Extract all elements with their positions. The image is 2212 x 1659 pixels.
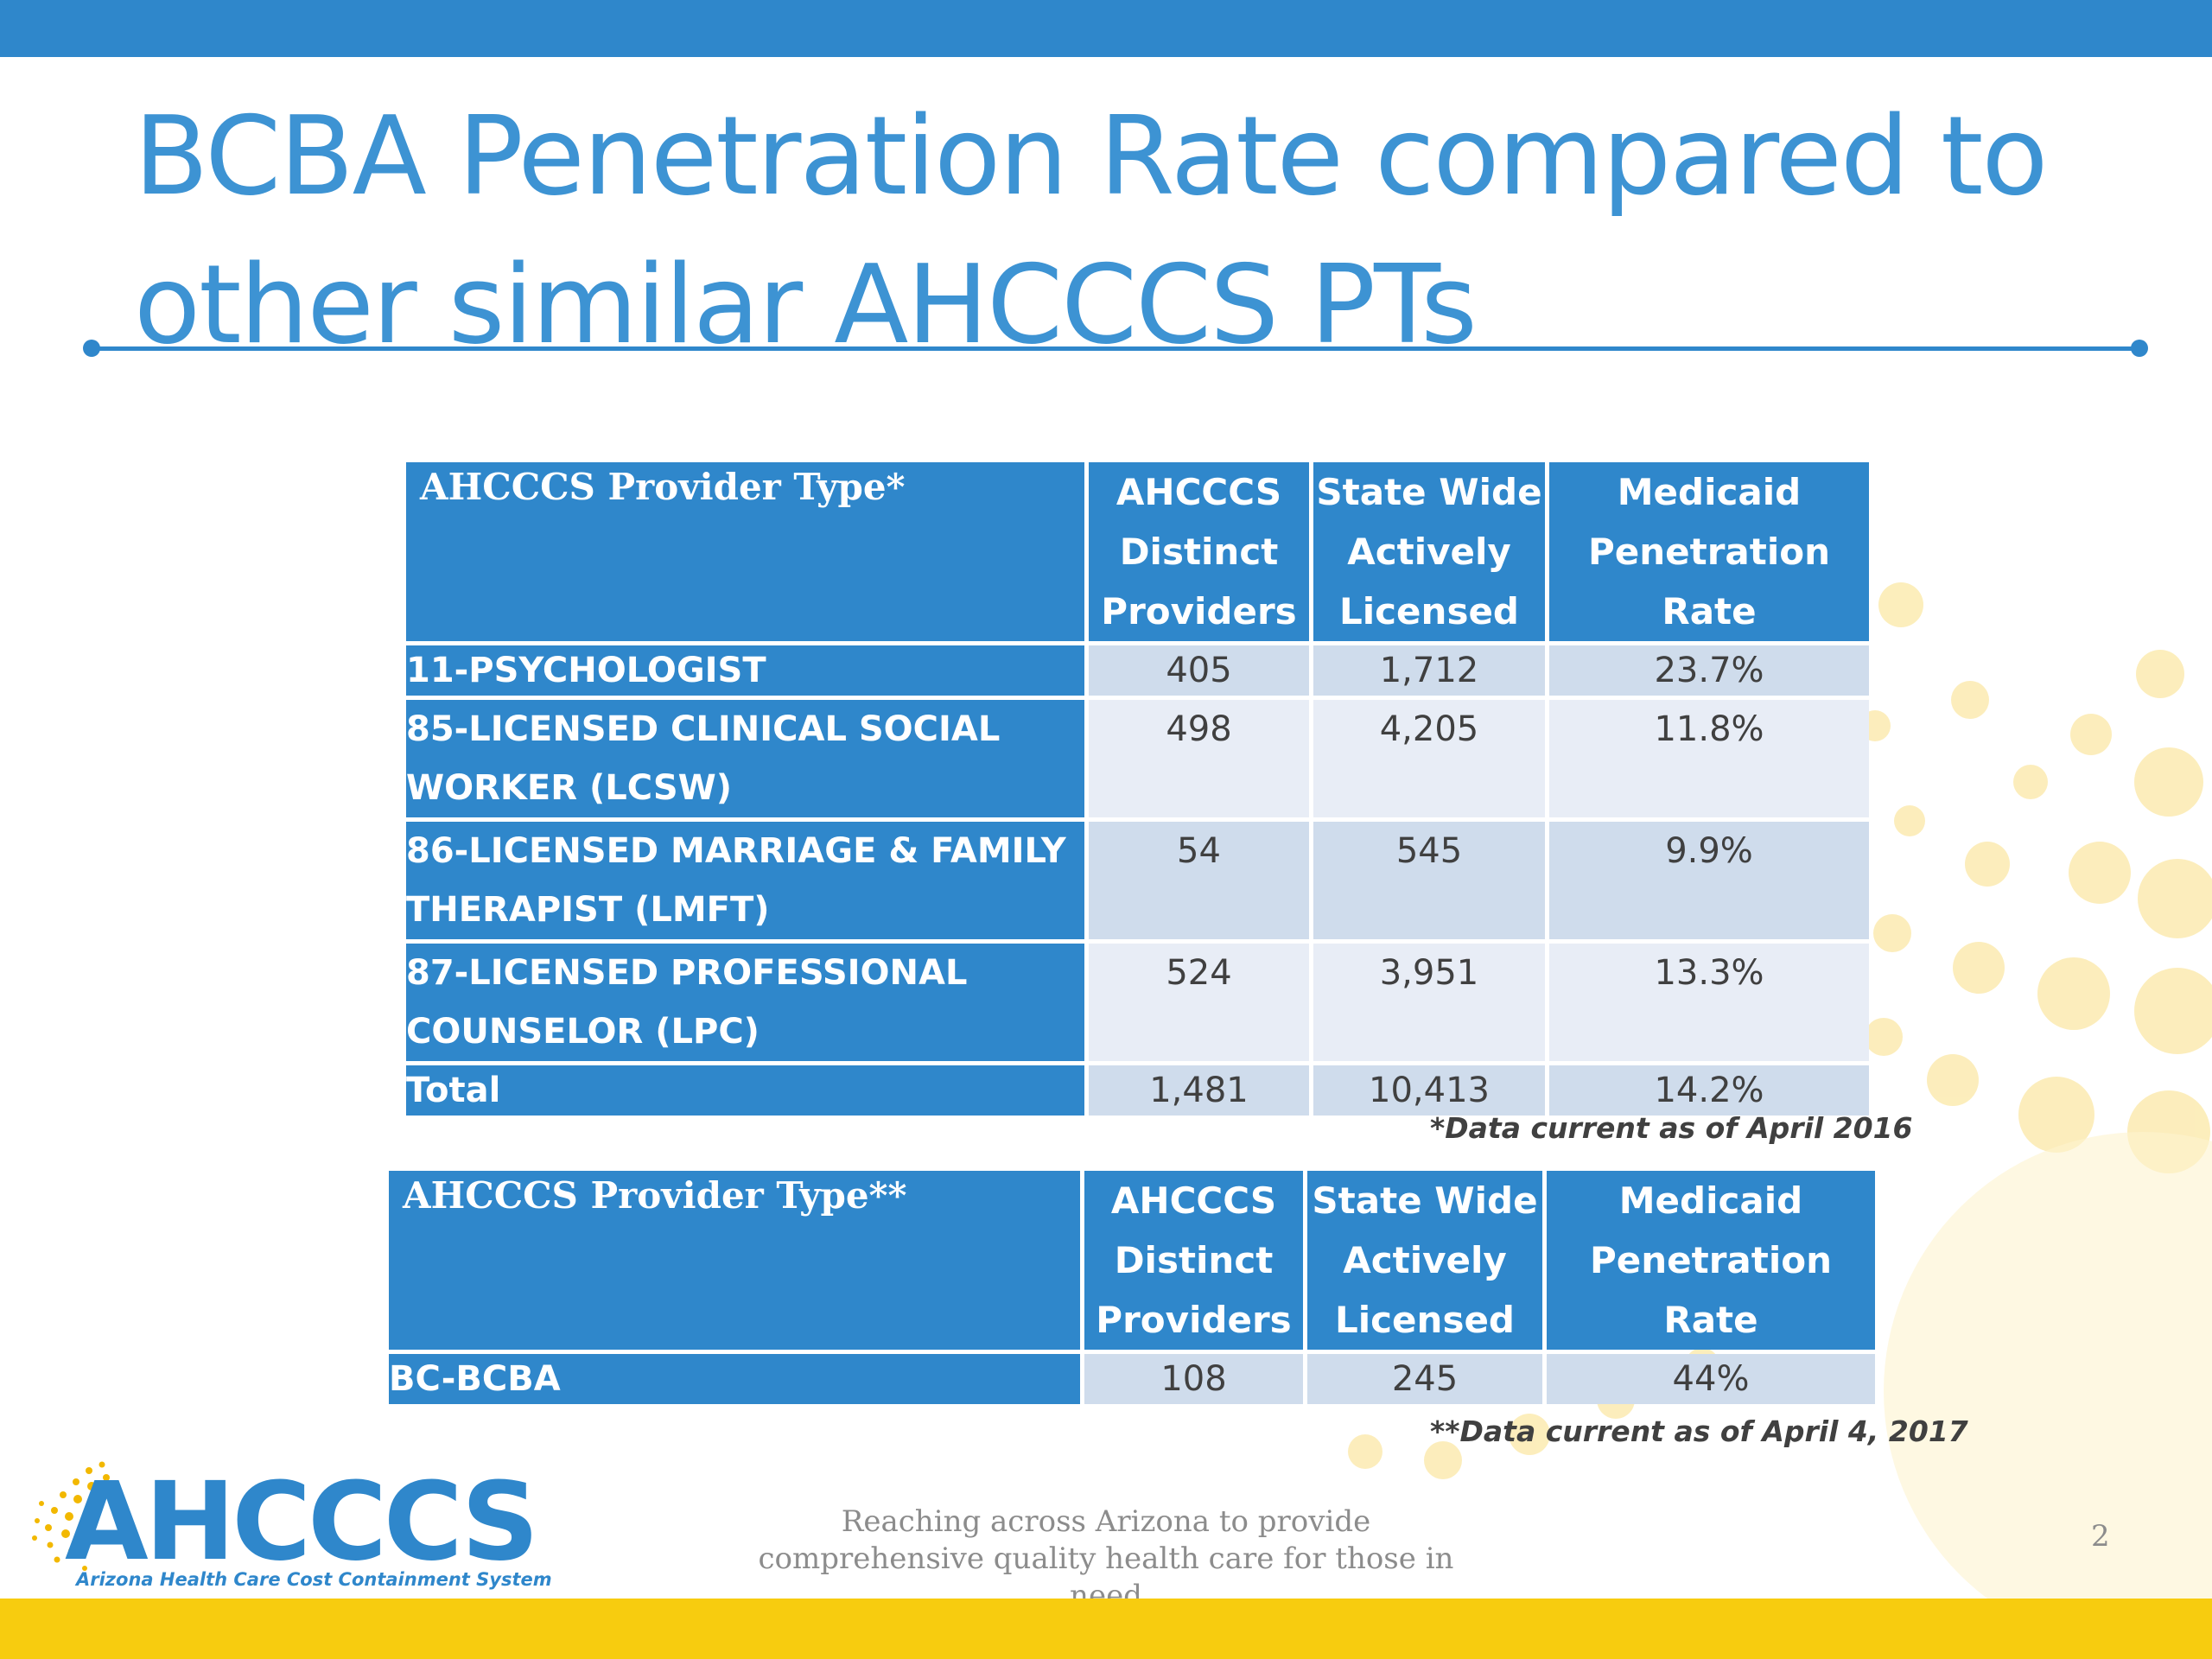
table-row: 11-PSYCHOLOGIST 405 1,712 23.7% bbox=[406, 645, 1869, 696]
logo-wordmark: AHCCCS bbox=[65, 1459, 539, 1585]
row-provider-type: 85-LICENSED CLINICAL SOCIAL WORKER (LCSW… bbox=[406, 700, 1084, 817]
row-rate: 9.9% bbox=[1549, 822, 1869, 939]
bcba-penetration-table: AHCCCS Provider Type** AHCCCS Distinct P… bbox=[385, 1166, 1879, 1408]
row-provider-type: 11-PSYCHOLOGIST bbox=[406, 645, 1084, 696]
row-providers: 108 bbox=[1084, 1354, 1303, 1404]
row-rate: 11.8% bbox=[1549, 700, 1869, 817]
row-rate: 23.7% bbox=[1549, 645, 1869, 696]
row-provider-type: 87-LICENSED PROFESSIONAL COUNSELOR (LPC) bbox=[406, 944, 1084, 1061]
provider-penetration-table: AHCCCS Provider Type* AHCCCS Distinct Pr… bbox=[402, 458, 1873, 1120]
table1-footnote: *Data current as of April 2016 bbox=[1430, 1111, 1913, 1145]
total-rate: 14.2% bbox=[1549, 1065, 1869, 1116]
row-provider-type: 86-LICENSED MARRIAGE & FAMILY THERAPIST … bbox=[406, 822, 1084, 939]
header-provider-type: AHCCCS Provider Type* bbox=[406, 462, 1084, 641]
total-providers: 1,481 bbox=[1089, 1065, 1309, 1116]
row-rate: 44% bbox=[1547, 1354, 1875, 1404]
header-penetration-rate: Medicaid Penetration Rate bbox=[1547, 1171, 1875, 1350]
row-licensed: 1,712 bbox=[1313, 645, 1545, 696]
logo-subtitle: Arizona Health Care Cost Containment Sys… bbox=[76, 1569, 552, 1590]
page-number: 2 bbox=[2091, 1519, 2110, 1554]
row-rate: 13.3% bbox=[1549, 944, 1869, 1061]
table-row: 85-LICENSED CLINICAL SOCIAL WORKER (LCSW… bbox=[406, 700, 1869, 817]
table-total-row: Total 1,481 10,413 14.2% bbox=[406, 1065, 1869, 1116]
row-providers: 54 bbox=[1089, 822, 1309, 939]
table-header-row: AHCCCS Provider Type* AHCCCS Distinct Pr… bbox=[406, 462, 1869, 641]
table-row: 87-LICENSED PROFESSIONAL COUNSELOR (LPC)… bbox=[406, 944, 1869, 1061]
bottom-bar bbox=[0, 1599, 2212, 1659]
header-actively-licensed: State Wide Actively Licensed bbox=[1313, 462, 1545, 641]
header-provider-type: AHCCCS Provider Type** bbox=[389, 1171, 1080, 1350]
row-providers: 405 bbox=[1089, 645, 1309, 696]
row-licensed: 245 bbox=[1307, 1354, 1542, 1404]
row-provider-type: BC-BCBA bbox=[389, 1354, 1080, 1404]
header-actively-licensed: State Wide Actively Licensed bbox=[1307, 1171, 1542, 1350]
table-row: BC-BCBA 108 245 44% bbox=[389, 1354, 1875, 1404]
row-licensed: 545 bbox=[1313, 822, 1545, 939]
row-providers: 498 bbox=[1089, 700, 1309, 817]
row-licensed: 3,951 bbox=[1313, 944, 1545, 1061]
table2-footnote: **Data current as of April 4, 2017 bbox=[1430, 1414, 1968, 1448]
header-distinct-providers: AHCCCS Distinct Providers bbox=[1084, 1171, 1303, 1350]
underline-left-dot bbox=[83, 340, 100, 357]
ahcccs-sun-logo-icon bbox=[32, 1461, 110, 1571]
title-underline bbox=[90, 346, 2138, 351]
page-title: BCBA Penetration Rate compared to other … bbox=[134, 92, 2048, 368]
total-label: Total bbox=[406, 1065, 1084, 1116]
header-distinct-providers: AHCCCS Distinct Providers bbox=[1089, 462, 1309, 641]
footer-tagline: Reaching across Arizona to provide compr… bbox=[758, 1504, 1454, 1613]
top-bar bbox=[0, 0, 2212, 57]
table-header-row: AHCCCS Provider Type** AHCCCS Distinct P… bbox=[389, 1171, 1875, 1350]
total-licensed: 10,413 bbox=[1313, 1065, 1545, 1116]
row-providers: 524 bbox=[1089, 944, 1309, 1061]
table-row: 86-LICENSED MARRIAGE & FAMILY THERAPIST … bbox=[406, 822, 1869, 939]
underline-right-dot bbox=[2131, 340, 2148, 357]
row-licensed: 4,205 bbox=[1313, 700, 1545, 817]
header-penetration-rate: Medicaid Penetration Rate bbox=[1549, 462, 1869, 641]
